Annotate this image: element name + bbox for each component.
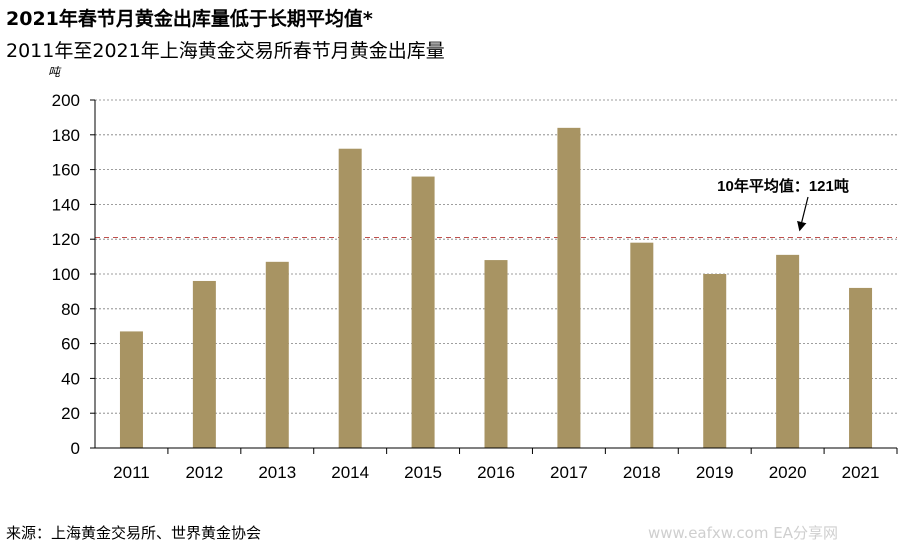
y-tick-label: 160: [52, 161, 80, 180]
source-note: 来源：上海黄金交易所、世界黄金协会: [6, 524, 262, 542]
y-tick-label: 20: [61, 404, 80, 423]
bars: [119, 127, 873, 448]
y-tick-label: 180: [52, 126, 80, 145]
y-axis-unit-label: 吨: [48, 65, 61, 79]
annotations: 10年平均值：121吨: [717, 177, 849, 232]
average-annotation-arrow: [797, 196, 809, 232]
x-tick-label: 2015: [404, 463, 442, 482]
y-tick-label: 140: [52, 195, 80, 214]
bar-2020: [776, 254, 800, 448]
bar-2021: [849, 287, 873, 448]
y-tick-label: 40: [61, 369, 80, 388]
watermark: www.eafxw.com EA分享网: [648, 524, 838, 542]
y-tick-label: 200: [52, 91, 80, 110]
axes: [90, 99, 898, 454]
x-tick-label: 2012: [185, 463, 223, 482]
bar-2017: [557, 127, 581, 448]
y-tick-label: 80: [61, 300, 80, 319]
bar-2011: [119, 331, 143, 448]
bar-2013: [265, 261, 289, 448]
x-tick-label: 2013: [258, 463, 296, 482]
x-tick-label: 2011: [113, 463, 150, 482]
y-tick-label: 60: [61, 335, 80, 354]
bar-2012: [192, 280, 216, 448]
x-tick-label: 2014: [331, 463, 369, 482]
y-tick-label: 0: [71, 439, 80, 458]
x-tick-label: 2020: [769, 463, 807, 482]
bar-2016: [484, 260, 508, 448]
x-tick-label: 2017: [550, 463, 588, 482]
chart-title: 2021年春节月黄金出库量低于长期平均值*: [6, 8, 373, 30]
x-tick-label: 2018: [623, 463, 661, 482]
bar-2014: [338, 148, 362, 448]
x-tick-label: 2016: [477, 463, 515, 482]
bar-2018: [630, 242, 654, 448]
y-tick-label: 100: [52, 265, 80, 284]
x-tick-label: 2019: [696, 463, 734, 482]
y-tick-label: 120: [52, 230, 80, 249]
tick-labels: 0 20 40 60 80 100 120 140 160 180 200 2011 2012 2013 2…: [52, 91, 880, 482]
chart-subtitle: 2011年至2021年上海黄金交易所春节月黄金出库量: [6, 40, 445, 62]
bar-2019: [703, 274, 727, 448]
x-tick-label: 2021: [842, 463, 880, 482]
average-annotation-label: 10年平均值：121吨: [717, 177, 849, 195]
bar-2015: [411, 176, 435, 448]
